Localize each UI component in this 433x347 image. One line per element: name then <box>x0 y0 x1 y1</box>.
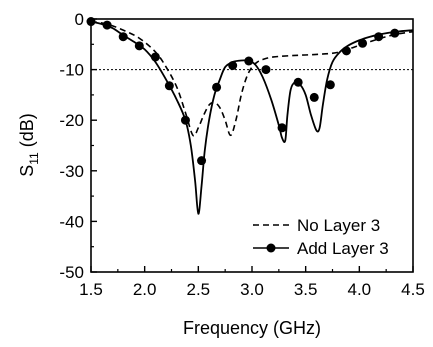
data-point-add-layer-3 <box>164 81 174 91</box>
data-point-add-layer-3 <box>228 61 238 71</box>
y-axis-label-main: S <box>17 165 37 177</box>
x-tick-label: 2.0 <box>133 280 157 299</box>
data-point-add-layer-3 <box>341 46 351 56</box>
x-tick-label: 2.5 <box>187 280 211 299</box>
x-tick-label: 4.0 <box>348 280 372 299</box>
x-tick-label: 1.5 <box>79 280 103 299</box>
data-point-add-layer-3 <box>309 92 319 102</box>
x-tick-label: 4.5 <box>401 280 425 299</box>
series-line-add-layer-3 <box>91 20 413 215</box>
data-point-add-layer-3 <box>150 52 160 62</box>
legend-label-add-layer-3: Add Layer 3 <box>297 239 389 258</box>
y-axis-label-unit: (dB) <box>17 113 37 152</box>
data-point-add-layer-3 <box>102 20 112 30</box>
y-tick-label: -40 <box>59 212 84 231</box>
y-axis-label: S11 (dB) <box>17 113 41 177</box>
series-line-no-layer-3 <box>91 20 413 137</box>
x-axis-label: Frequency (GHz) <box>183 318 321 338</box>
data-point-add-layer-3 <box>180 115 190 125</box>
data-point-add-layer-3 <box>390 28 400 38</box>
data-point-add-layer-3 <box>118 32 128 42</box>
data-point-add-layer-3 <box>325 80 335 90</box>
y-tick-label: -20 <box>59 111 84 130</box>
data-point-add-layer-3 <box>134 41 144 51</box>
data-point-add-layer-3 <box>293 77 303 87</box>
y-axis-label-subscript: 11 <box>27 152 41 165</box>
legend: No Layer 3 Add Layer 3 <box>253 216 389 258</box>
x-tick-label: 3.5 <box>294 280 318 299</box>
legend-marker-add-layer-3 <box>266 243 276 253</box>
y-tick-label: -10 <box>59 61 84 80</box>
y-tick-label: 0 <box>75 10 84 29</box>
data-point-add-layer-3 <box>197 156 207 166</box>
legend-label-no-layer-3: No Layer 3 <box>297 216 380 235</box>
y-tick-label: -30 <box>59 162 84 181</box>
data-point-add-layer-3 <box>212 82 222 92</box>
data-point-add-layer-3 <box>277 123 287 133</box>
x-tick-label: 3.0 <box>240 280 264 299</box>
data-point-add-layer-3 <box>244 56 254 66</box>
data-point-add-layer-3 <box>261 65 271 75</box>
y-tick-label: -50 <box>59 263 84 282</box>
data-point-add-layer-3 <box>358 38 368 48</box>
data-point-add-layer-3 <box>374 32 384 42</box>
